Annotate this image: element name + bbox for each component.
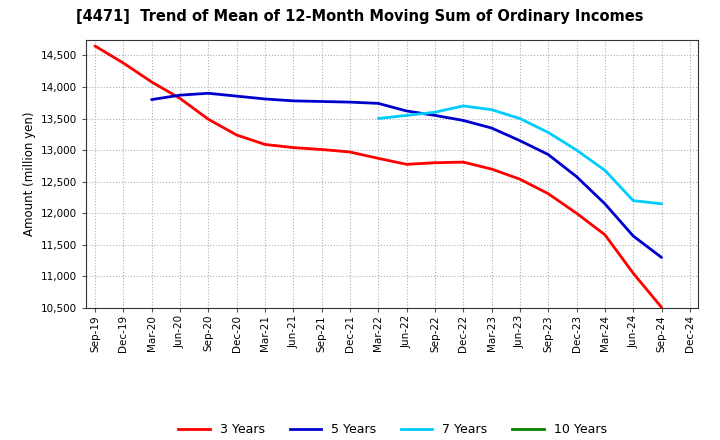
Y-axis label: Amount (million yen): Amount (million yen) xyxy=(22,112,35,236)
5 Years xyxy=(459,118,467,123)
5 Years xyxy=(629,233,637,238)
3 Years xyxy=(516,176,524,182)
5 Years xyxy=(289,98,297,103)
Line: 5 Years: 5 Years xyxy=(152,93,662,257)
3 Years xyxy=(261,142,269,147)
5 Years xyxy=(346,99,354,105)
7 Years xyxy=(487,107,496,112)
3 Years xyxy=(289,145,297,150)
7 Years xyxy=(516,116,524,121)
3 Years xyxy=(459,159,467,165)
3 Years xyxy=(487,166,496,172)
3 Years xyxy=(91,43,99,48)
5 Years xyxy=(402,108,411,114)
3 Years xyxy=(572,211,581,216)
3 Years xyxy=(657,305,666,310)
7 Years xyxy=(459,103,467,109)
5 Years xyxy=(657,255,666,260)
3 Years xyxy=(176,95,184,101)
Line: 7 Years: 7 Years xyxy=(378,106,662,204)
5 Years xyxy=(431,113,439,118)
5 Years xyxy=(233,93,241,99)
3 Years xyxy=(148,79,156,84)
7 Years xyxy=(402,113,411,118)
7 Years xyxy=(544,130,552,135)
7 Years xyxy=(374,116,382,121)
3 Years xyxy=(600,232,609,238)
7 Years xyxy=(572,147,581,153)
Text: [4471]  Trend of Mean of 12-Month Moving Sum of Ordinary Incomes: [4471] Trend of Mean of 12-Month Moving … xyxy=(76,9,644,24)
5 Years xyxy=(572,174,581,179)
3 Years xyxy=(119,60,127,66)
5 Years xyxy=(374,101,382,106)
3 Years xyxy=(629,271,637,276)
Legend: 3 Years, 5 Years, 7 Years, 10 Years: 3 Years, 5 Years, 7 Years, 10 Years xyxy=(174,418,611,440)
3 Years xyxy=(544,191,552,196)
7 Years xyxy=(600,168,609,173)
5 Years xyxy=(544,152,552,157)
5 Years xyxy=(204,91,212,96)
5 Years xyxy=(600,201,609,206)
3 Years xyxy=(374,156,382,161)
3 Years xyxy=(233,132,241,138)
5 Years xyxy=(318,99,326,104)
5 Years xyxy=(487,125,496,131)
3 Years xyxy=(402,161,411,167)
3 Years xyxy=(431,160,439,165)
Line: 3 Years: 3 Years xyxy=(95,46,662,308)
7 Years xyxy=(629,198,637,203)
5 Years xyxy=(516,138,524,143)
5 Years xyxy=(261,96,269,102)
5 Years xyxy=(176,92,184,98)
7 Years xyxy=(657,201,666,206)
3 Years xyxy=(346,149,354,154)
5 Years xyxy=(148,97,156,102)
3 Years xyxy=(204,117,212,122)
3 Years xyxy=(318,147,326,152)
7 Years xyxy=(431,110,439,115)
